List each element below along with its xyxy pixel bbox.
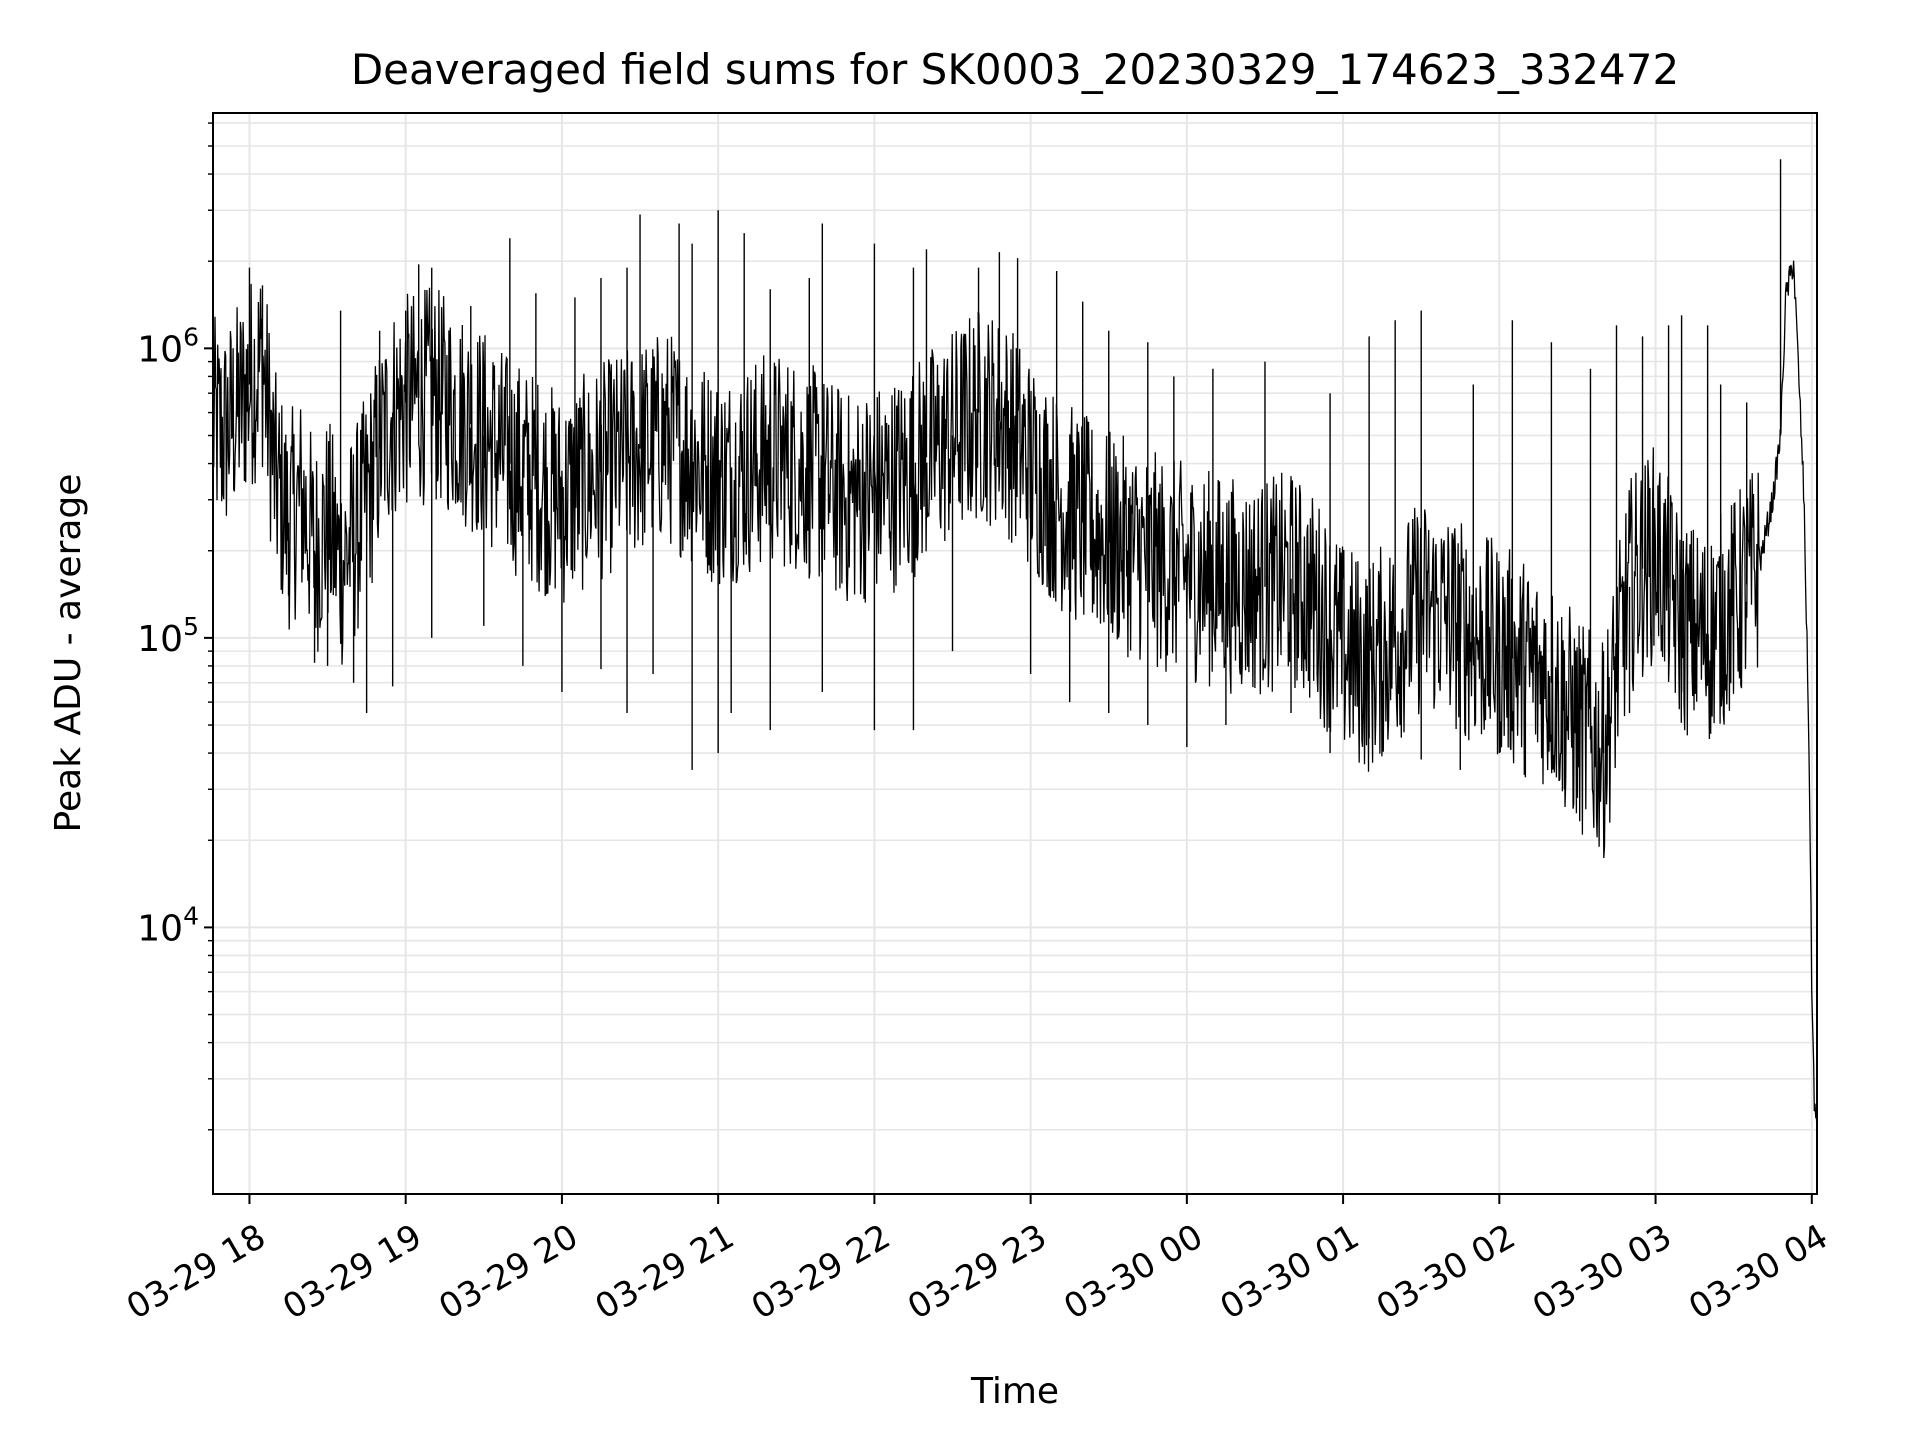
y-tick-label: 104: [137, 901, 199, 949]
chart-title: Deaveraged field sums for SK0003_2023032…: [351, 45, 1679, 94]
axes-frame: [212, 112, 1818, 1195]
series-line: [212, 260, 1818, 1127]
y-tick-label: 105: [137, 612, 199, 660]
x-axis-label: Time: [970, 1371, 1059, 1412]
y-tick-label: 106: [137, 322, 199, 370]
plot-area: [212, 159, 1818, 1127]
y-axis-label: Peak ADU - average: [48, 474, 89, 833]
